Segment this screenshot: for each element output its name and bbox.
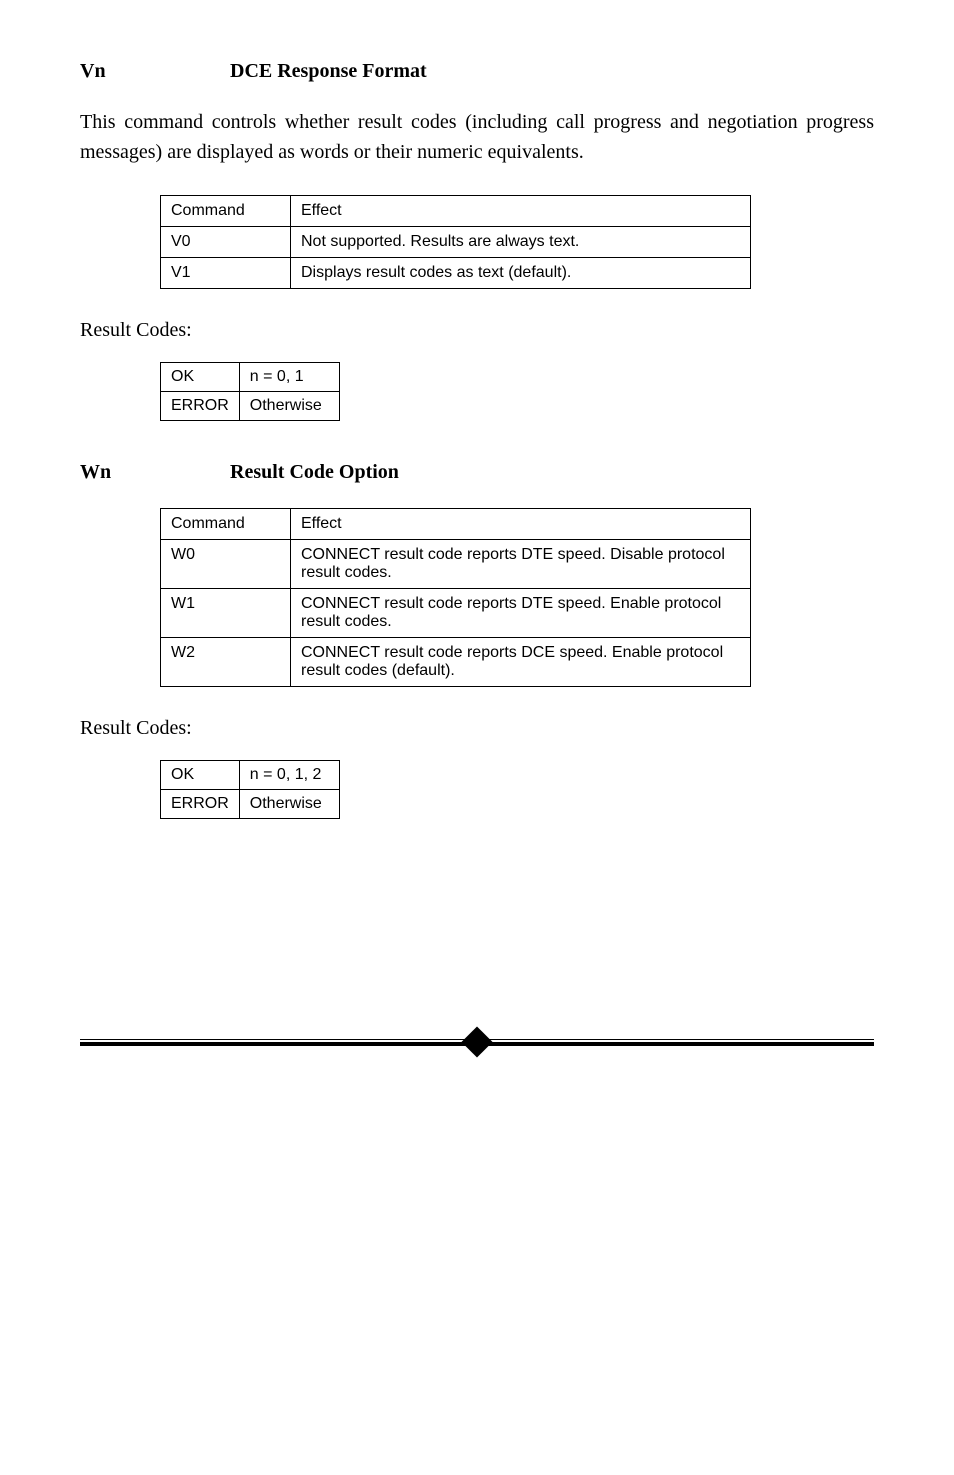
- result-value: n = 0, 1, 2: [239, 761, 339, 790]
- command-table-vn: Command Effect V0 Not supported. Results…: [160, 195, 751, 289]
- result-value: Otherwise: [239, 392, 339, 421]
- table-cell-effect: CONNECT result code reports DCE speed. E…: [291, 638, 751, 687]
- result-status: ERROR: [161, 790, 240, 819]
- result-value: Otherwise: [239, 790, 339, 819]
- table-cell-effect: CONNECT result code reports DTE speed. D…: [291, 540, 751, 589]
- section-title: DCE Response Format: [230, 60, 427, 83]
- section-header-vn: Vn DCE Response Format: [80, 60, 874, 83]
- section-description: This command controls whether result cod…: [80, 107, 874, 167]
- table-row: ERROR Otherwise: [161, 392, 340, 421]
- section-cmd: Vn: [80, 60, 230, 83]
- table-cell-effect: Displays result codes as text (default).: [291, 258, 751, 289]
- table-row: ERROR Otherwise: [161, 790, 340, 819]
- table-header-effect: Effect: [291, 509, 751, 540]
- command-table-wn: Command Effect W0 CONNECT result code re…: [160, 508, 751, 687]
- table-header-command: Command: [161, 196, 291, 227]
- table-header-command: Command: [161, 509, 291, 540]
- table-cell-cmd: W2: [161, 638, 291, 687]
- table-cell-cmd: W1: [161, 589, 291, 638]
- table-cell-cmd: W0: [161, 540, 291, 589]
- section-header-wn: Wn Result Code Option: [80, 461, 874, 484]
- result-status: OK: [161, 363, 240, 392]
- result-codes-label: Result Codes:: [80, 319, 874, 342]
- table-header-row: Command Effect: [161, 196, 751, 227]
- table-header-row: Command Effect: [161, 509, 751, 540]
- result-status: ERROR: [161, 392, 240, 421]
- result-table-vn: OK n = 0, 1 ERROR Otherwise: [160, 362, 340, 421]
- table-cell-effect: Not supported. Results are always text.: [291, 227, 751, 258]
- diamond-icon: [461, 1026, 492, 1057]
- result-codes-label: Result Codes:: [80, 717, 874, 740]
- section-cmd: Wn: [80, 461, 230, 484]
- table-row: V0 Not supported. Results are always tex…: [161, 227, 751, 258]
- table-cell-effect: CONNECT result code reports DTE speed. E…: [291, 589, 751, 638]
- result-value: n = 0, 1: [239, 363, 339, 392]
- table-row: V1 Displays result codes as text (defaul…: [161, 258, 751, 289]
- table-row: W1 CONNECT result code reports DTE speed…: [161, 589, 751, 638]
- table-row: OK n = 0, 1: [161, 363, 340, 392]
- table-header-effect: Effect: [291, 196, 751, 227]
- table-row: W2 CONNECT result code reports DCE speed…: [161, 638, 751, 687]
- table-row: OK n = 0, 1, 2: [161, 761, 340, 790]
- section-title: Result Code Option: [230, 461, 399, 484]
- result-status: OK: [161, 761, 240, 790]
- result-table-wn: OK n = 0, 1, 2 ERROR Otherwise: [160, 760, 340, 819]
- table-cell-cmd: V1: [161, 258, 291, 289]
- table-row: W0 CONNECT result code reports DTE speed…: [161, 540, 751, 589]
- table-cell-cmd: V0: [161, 227, 291, 258]
- footer-divider: [80, 1039, 874, 1046]
